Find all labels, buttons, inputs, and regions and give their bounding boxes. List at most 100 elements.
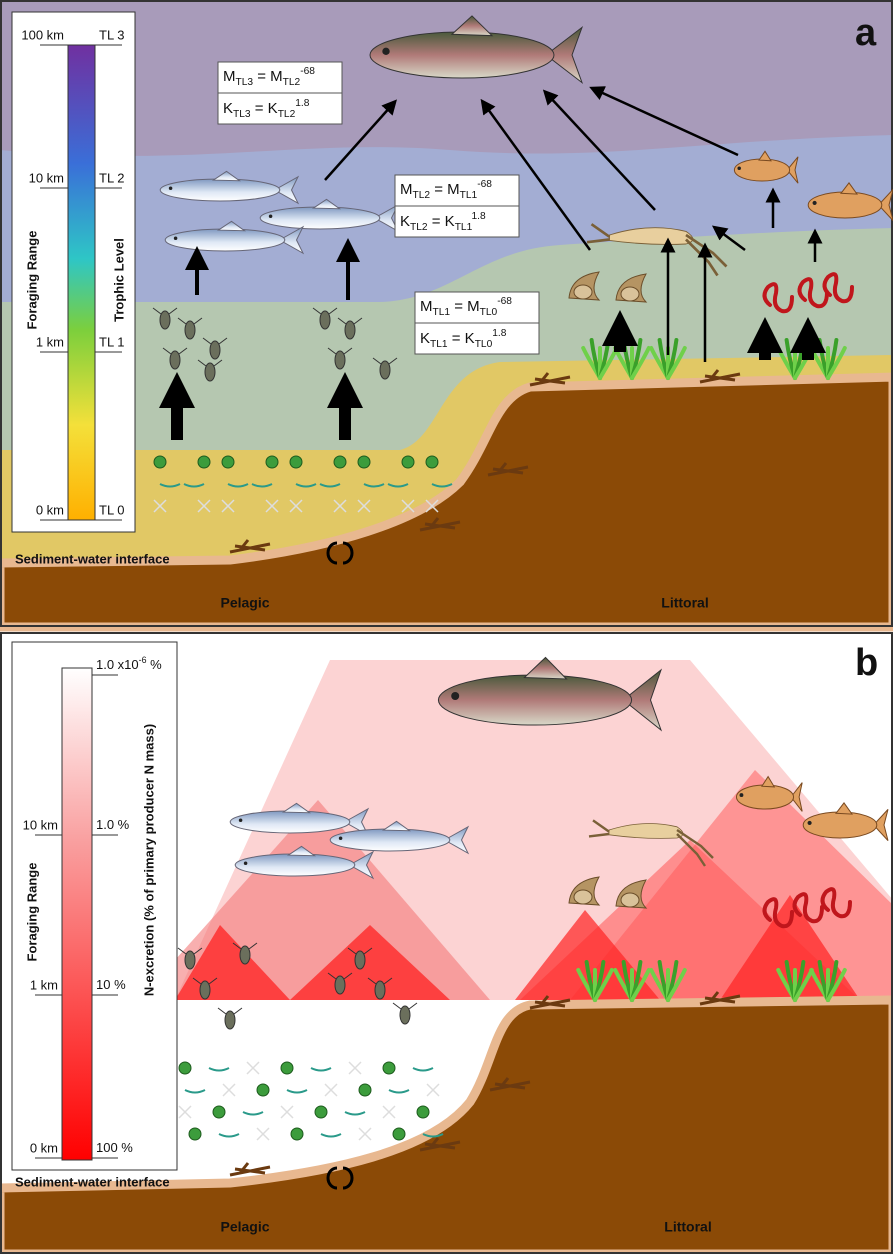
text-part: K: [400, 213, 410, 230]
text-part: = M: [430, 181, 460, 198]
text-part: TL1: [430, 339, 448, 350]
range-tick-label: 0 km: [36, 502, 64, 517]
level-title: Trophic Level: [111, 238, 126, 322]
zone-label: Littoral: [664, 1219, 711, 1235]
algae: [334, 456, 346, 468]
text-part: 1.8: [295, 98, 309, 109]
text-part: K: [223, 100, 233, 117]
zooplankton: [355, 951, 365, 969]
text-part: TL2: [283, 77, 301, 88]
range-tick-label: 100 km: [21, 27, 64, 42]
zooplankton: [210, 341, 220, 359]
figure: a100 kmTL 310 kmTL 21 kmTL 10 kmTL 0Fora…: [0, 0, 893, 1254]
fish-body: [160, 179, 280, 201]
text-part: 1.8: [492, 328, 506, 339]
algae: [402, 456, 414, 468]
algae: [426, 456, 438, 468]
level-tick-label: TL 0: [99, 502, 125, 517]
algae: [198, 456, 210, 468]
interface-label: Sediment-water interface: [15, 1174, 170, 1189]
fish-body: [230, 811, 350, 833]
zooplankton: [225, 1011, 235, 1029]
range-title: Foraging Range: [24, 863, 39, 962]
text-part: = M: [450, 298, 480, 315]
text-part: TL3: [236, 77, 254, 88]
algae: [154, 456, 166, 468]
text-part: TL2: [413, 190, 431, 201]
range-tick-label: 1 km: [30, 977, 58, 992]
text-part: -68: [477, 179, 492, 190]
fish-body: [736, 785, 793, 809]
zooplankton: [345, 321, 355, 339]
zooplankton: [185, 321, 195, 339]
algae: [189, 1128, 201, 1140]
algae: [393, 1128, 405, 1140]
algae: [290, 456, 302, 468]
zooplankton: [205, 363, 215, 381]
algae: [291, 1128, 303, 1140]
excretion-tick-label: 1.0 %: [96, 817, 130, 832]
fish-eye: [737, 166, 741, 170]
fish-body: [803, 812, 877, 838]
snail-shell: [621, 893, 639, 907]
text-part: 100 %: [96, 1140, 133, 1155]
fish-body: [438, 675, 631, 725]
text-part: TL3: [233, 109, 251, 120]
snail-shell: [574, 890, 592, 904]
zone-label: Pelagic: [220, 1219, 269, 1235]
panel-label: a: [855, 12, 877, 54]
fish-body: [808, 192, 882, 218]
text-part: = K: [251, 100, 278, 117]
zooplankton: [185, 951, 195, 969]
text-part: K: [420, 330, 430, 347]
algae: [383, 1062, 395, 1074]
text-part: 1.0 %: [96, 817, 130, 832]
range-tick-label: 10 km: [23, 817, 58, 832]
excretion-tick-label: 10 %: [96, 977, 126, 992]
panel-b: [0, 632, 893, 1254]
fish-eye: [174, 236, 178, 240]
algae: [179, 1062, 191, 1074]
algae: [281, 1062, 293, 1074]
text-part: %: [147, 657, 163, 672]
zooplankton: [380, 361, 390, 379]
range-tick-label: 1 km: [36, 334, 64, 349]
text-part: TL1: [455, 222, 473, 233]
algae: [257, 1084, 269, 1096]
algae: [315, 1106, 327, 1118]
interface-label: Sediment-water interface: [15, 551, 170, 566]
algae: [358, 456, 370, 468]
algae: [222, 456, 234, 468]
zooplankton: [200, 981, 210, 999]
text-part: -6: [139, 655, 147, 665]
algae: [213, 1106, 225, 1118]
fish-eye: [169, 186, 173, 190]
text-part: TL2: [410, 222, 428, 233]
fish-eye: [244, 861, 248, 865]
text-part: TL0: [475, 339, 493, 350]
range-tick-label: 0 km: [30, 1140, 58, 1155]
text-part: 1.8: [472, 211, 486, 222]
text-part: M: [223, 68, 236, 85]
zooplankton: [400, 1006, 410, 1024]
algae: [417, 1106, 429, 1118]
fish-body: [165, 229, 285, 251]
zone-label: Pelagic: [220, 595, 269, 611]
zooplankton: [335, 976, 345, 994]
algae: [266, 456, 278, 468]
color-bar: [62, 668, 92, 1160]
text-part: = K: [448, 330, 475, 347]
excretion-title: N-excretion (% of primary producer N mas…: [141, 724, 156, 996]
snail-shell: [621, 287, 639, 301]
level-tick-label: TL 1: [99, 334, 125, 349]
text-part: M: [420, 298, 433, 315]
fish-eye: [382, 48, 389, 55]
fish-body: [330, 829, 450, 851]
text-part: TL1: [460, 190, 478, 201]
text-part: -68: [497, 296, 512, 307]
fish-body: [235, 854, 355, 876]
range-title: Foraging Range: [24, 231, 39, 330]
fish-eye: [269, 214, 273, 218]
zooplankton: [335, 351, 345, 369]
fish-body: [734, 159, 789, 181]
